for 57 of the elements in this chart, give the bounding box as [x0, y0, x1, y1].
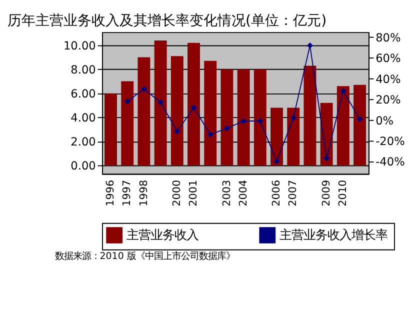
- point: [274, 158, 280, 164]
- x-tick-label: 2007: [287, 180, 300, 206]
- point: [356, 116, 363, 122]
- y2-tick-label: 80%: [376, 30, 401, 44]
- y-tick-label: 2.00: [70, 134, 96, 149]
- point: [140, 86, 147, 92]
- y2-tick-label: 60%: [376, 51, 401, 66]
- x-tick-label: 2006: [270, 180, 283, 206]
- legend-label: 主营业务收入增长率: [280, 228, 388, 242]
- x-tick-label: 2004: [237, 180, 250, 206]
- x-tick-label: 1997: [121, 180, 134, 206]
- bar: [154, 40, 167, 166]
- bar: [204, 60, 217, 166]
- y2-tick-label: 40%: [376, 72, 401, 86]
- y2-tick-label: -20%: [376, 134, 406, 148]
- bar: [104, 93, 117, 166]
- bar: [138, 57, 150, 166]
- bar: [121, 81, 134, 166]
- point: [124, 98, 130, 104]
- chart-title: 历年主营业务收入及其增长率变化情况(单位：亿元): [8, 12, 327, 29]
- x-tick-label: 2010: [337, 180, 349, 206]
- y-tick-label: 4.00: [70, 110, 96, 125]
- x-tick-label: 1996: [104, 180, 117, 206]
- point: [290, 114, 296, 121]
- bar: [354, 84, 366, 166]
- y2-tick-label: -40%: [376, 154, 406, 169]
- point: [158, 99, 164, 106]
- bar: [287, 108, 300, 166]
- bar: [237, 69, 250, 166]
- y2-tick-label: 0%: [376, 113, 394, 128]
- bar: [220, 69, 234, 166]
- x-tick-label: 2003: [220, 180, 233, 206]
- y-tick-label: 0.00: [70, 158, 96, 173]
- source-note: 数据来源：2010 版《中国上市公司数据库》: [54, 250, 235, 262]
- y2-tick-label: 20%: [376, 92, 401, 107]
- point: [174, 128, 180, 134]
- x-tick-label: 1998: [138, 180, 150, 206]
- point: [340, 88, 346, 94]
- point: [306, 42, 313, 49]
- y-tick-label: 10.00: [63, 38, 96, 53]
- bar: [188, 42, 200, 166]
- y-tick-label: 8.00: [70, 62, 96, 77]
- x-tick-label: 2001: [188, 180, 200, 206]
- point: [324, 155, 330, 162]
- y-tick-label: 6.00: [70, 86, 96, 101]
- point: [190, 104, 197, 111]
- point: [224, 125, 230, 132]
- bar: [304, 66, 316, 166]
- legend-label: 主营业务收入: [126, 228, 199, 242]
- x-tick-label: 2009: [320, 180, 332, 206]
- point: [257, 118, 264, 124]
- bar: [254, 69, 266, 166]
- bar: [270, 108, 283, 166]
- x-tick-label: 2000: [170, 180, 183, 206]
- bar: [336, 86, 350, 166]
- bar: [170, 56, 184, 166]
- point: [207, 131, 214, 138]
